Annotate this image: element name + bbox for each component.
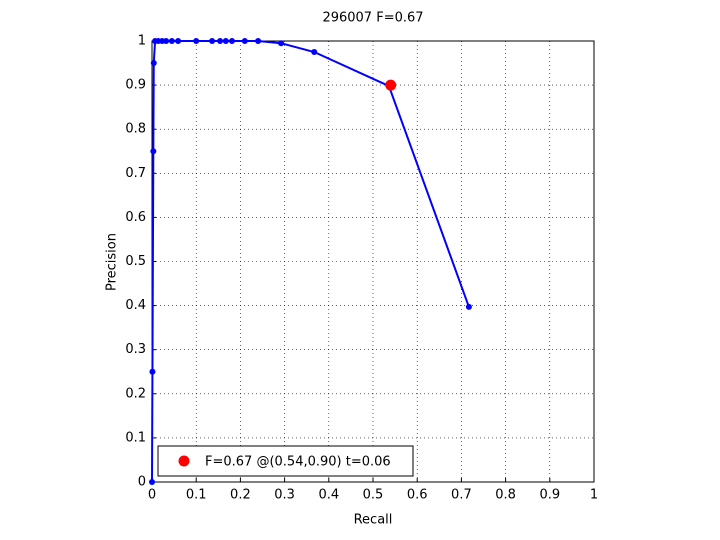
point [255, 38, 262, 44]
chart-title: 296007 F=0.67 [322, 11, 423, 26]
point [163, 38, 170, 44]
point [150, 148, 157, 155]
x-tick-label: 0.6 [407, 488, 428, 503]
x-tick-label: 0.4 [318, 488, 339, 503]
y-tick-label: 1 [138, 34, 146, 49]
point [311, 49, 318, 56]
x-tick-label: 0.9 [539, 488, 560, 503]
point [168, 38, 175, 44]
legend-box [157, 445, 414, 477]
y-tick-label: 0.5 [125, 254, 146, 269]
x-tick-label: 0.2 [230, 488, 251, 503]
x-tick-label: 0.5 [363, 488, 384, 503]
point [149, 479, 155, 485]
x-tick-label: 0.8 [495, 488, 516, 503]
legend-marker [178, 455, 190, 467]
y-axis-label: Precision [105, 233, 120, 291]
point [149, 368, 156, 375]
y-tick-label: 0.4 [125, 298, 146, 313]
x-axis-label: Recall [354, 513, 393, 528]
x-tick-label: 0.1 [186, 488, 207, 503]
point [217, 38, 224, 44]
point [465, 303, 472, 310]
y-tick-label: 0 [138, 475, 146, 490]
point [193, 38, 200, 44]
point [222, 38, 229, 44]
point [150, 60, 157, 67]
y-tick-label: 0.8 [125, 122, 146, 137]
x-tick-label: 0 [148, 488, 156, 503]
y-tick-label: 0.3 [125, 342, 146, 357]
point [229, 38, 236, 44]
x-tick-label: 0.7 [451, 488, 472, 503]
legend-label: F=0.67 @(0.54,0.90) t=0.06 [205, 455, 391, 470]
y-tick-label: 0.6 [125, 210, 146, 225]
point [209, 38, 216, 44]
y-tick-label: 0.2 [125, 386, 146, 401]
x-tick-label: 1 [590, 488, 598, 503]
y-tick-label: 0.9 [125, 78, 146, 93]
point [241, 38, 248, 44]
point [175, 38, 182, 44]
y-tick-label: 0.1 [125, 430, 146, 445]
point [278, 40, 285, 47]
x-tick-label: 0.3 [274, 488, 295, 503]
point [385, 79, 397, 91]
y-tick-label: 0.7 [125, 166, 146, 181]
